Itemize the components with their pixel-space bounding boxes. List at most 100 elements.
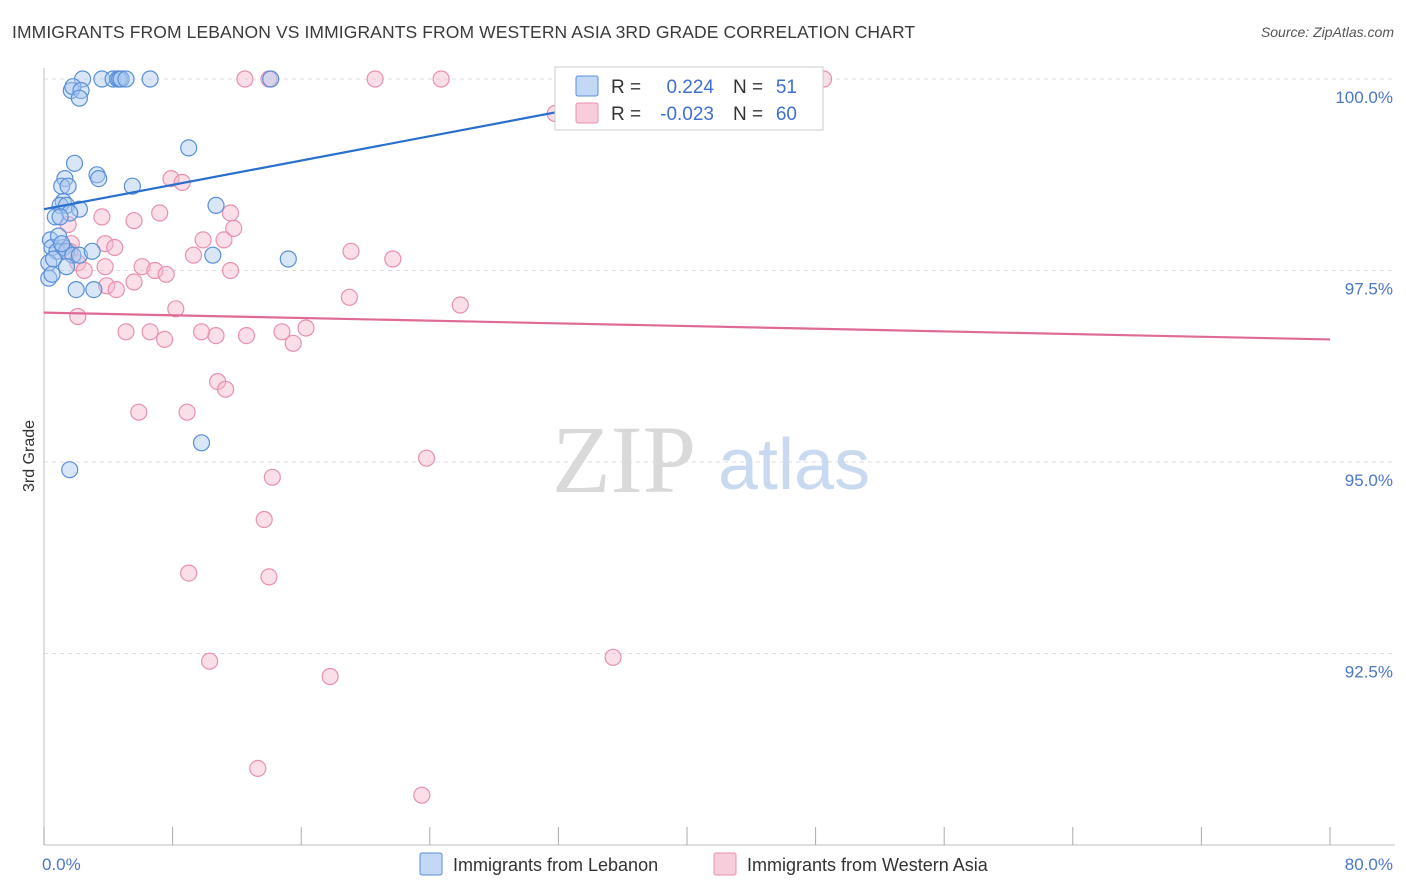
lebanon-point <box>59 177 77 195</box>
x-tick-label: 80.0% <box>1345 855 1393 874</box>
stats-n-value-2: 60 <box>776 104 797 125</box>
western-asia-point <box>96 258 114 276</box>
western-asia-point <box>133 258 151 276</box>
stats-r-value-1: 0.224 <box>666 77 714 98</box>
stats-pink-swatch <box>575 102 599 124</box>
western-asia-point <box>93 208 111 226</box>
western-asia-point <box>96 235 114 253</box>
series-western-asia-points <box>59 70 833 804</box>
legend: Immigrants from Lebanon Immigrants from … <box>419 852 989 876</box>
lebanon-point <box>51 208 69 226</box>
stats-n-label-2: N = <box>733 104 763 125</box>
western-asia-trend-line <box>43 311 1331 341</box>
western-asia-point <box>192 323 211 341</box>
western-asia-point <box>215 231 233 249</box>
western-asia-point <box>98 277 116 295</box>
series-lebanon-points <box>40 70 740 479</box>
lebanon-point <box>43 265 61 283</box>
lebanon-point <box>70 89 89 107</box>
y-tick-label: 95.0% <box>1345 471 1393 490</box>
lebanon-point <box>85 281 103 299</box>
watermark-atlas: atlas <box>718 425 870 505</box>
western-asia-point <box>432 70 450 88</box>
watermark-zip: ZIP <box>552 406 696 513</box>
lebanon-point <box>53 235 71 253</box>
western-asia-point <box>221 261 240 280</box>
western-asia-point <box>125 273 143 291</box>
y-tick-label: 97.5% <box>1345 280 1393 299</box>
western-asia-point <box>249 759 267 778</box>
western-asia-point <box>604 648 622 666</box>
western-asia-point <box>207 327 225 345</box>
western-asia-point <box>178 403 196 421</box>
western-asia-point <box>366 70 384 88</box>
stats-r-value-2: -0.023 <box>660 104 714 125</box>
western-asia-point <box>225 219 243 237</box>
gridlines <box>44 78 1395 654</box>
western-asia-point <box>117 323 135 341</box>
lebanon-point <box>57 258 76 276</box>
legend-label-lebanon: Immigrants from Lebanon <box>453 855 658 875</box>
axes: 92.5% 95.0% 97.5% 100.0% 0.0% 80.0% <box>42 68 1395 874</box>
lebanon-point <box>262 70 280 88</box>
western-asia-point <box>255 510 273 529</box>
lebanon-point <box>61 461 79 479</box>
western-asia-point <box>75 261 93 280</box>
western-asia-point <box>384 250 402 268</box>
western-asia-point <box>162 170 180 188</box>
legend-label-western-asia: Immigrants from Western Asia <box>747 855 989 875</box>
stats-r-label-1: R = <box>611 77 641 98</box>
stats-box: R = 0.224 N = 51 R = -0.023 N = 60 <box>554 66 824 131</box>
lebanon-point <box>207 196 225 214</box>
western-asia-point <box>236 70 254 88</box>
lebanon-point <box>180 139 198 157</box>
western-asia-point <box>180 564 198 582</box>
western-asia-point <box>263 468 281 486</box>
western-asia-point <box>125 212 143 230</box>
lebanon-point <box>117 70 135 88</box>
western-asia-point <box>157 265 175 283</box>
western-asia-point <box>340 288 358 306</box>
lebanon-point <box>65 154 84 172</box>
western-asia-point <box>284 334 302 352</box>
western-asia-point <box>194 231 212 249</box>
stats-box-frame <box>554 66 824 131</box>
watermark: ZIP atlas <box>552 406 870 513</box>
x-tick-label: 0.0% <box>42 855 81 874</box>
western-asia-point <box>451 296 469 314</box>
western-asia-point <box>167 300 185 318</box>
lebanon-point <box>70 200 89 218</box>
stats-blue-swatch <box>575 75 599 97</box>
legend-swatch-lebanon <box>419 852 443 876</box>
western-asia-point <box>146 261 164 280</box>
western-asia-point <box>106 238 124 257</box>
lebanon-point <box>70 246 89 264</box>
stats-r-label-2: R = <box>611 104 641 125</box>
source-credit: Source: ZipAtlas.com <box>1260 24 1394 40</box>
western-asia-point <box>130 403 148 421</box>
western-asia-point <box>237 327 256 345</box>
y-axis-label: 3rd Grade <box>21 420 38 492</box>
western-asia-point <box>260 568 278 586</box>
western-asia-point <box>107 281 125 299</box>
lebanon-point <box>46 208 64 226</box>
stats-n-label-1: N = <box>733 77 763 98</box>
western-asia-point <box>151 204 169 222</box>
lebanon-point <box>83 242 101 260</box>
western-asia-point <box>201 652 219 670</box>
western-asia-point <box>221 204 240 222</box>
western-asia-point <box>321 667 339 686</box>
western-asia-point <box>141 323 159 341</box>
lebanon-point <box>141 70 159 88</box>
western-asia-point <box>69 307 87 326</box>
western-asia-point <box>413 786 431 804</box>
western-asia-point <box>217 380 235 398</box>
lebanon-point <box>204 246 222 264</box>
stats-n-value-1: 51 <box>776 77 797 98</box>
western-asia-point <box>297 319 315 337</box>
lebanon-point <box>67 281 85 299</box>
western-asia-point <box>418 449 436 467</box>
lebanon-point <box>192 434 211 452</box>
western-asia-point <box>273 323 291 341</box>
